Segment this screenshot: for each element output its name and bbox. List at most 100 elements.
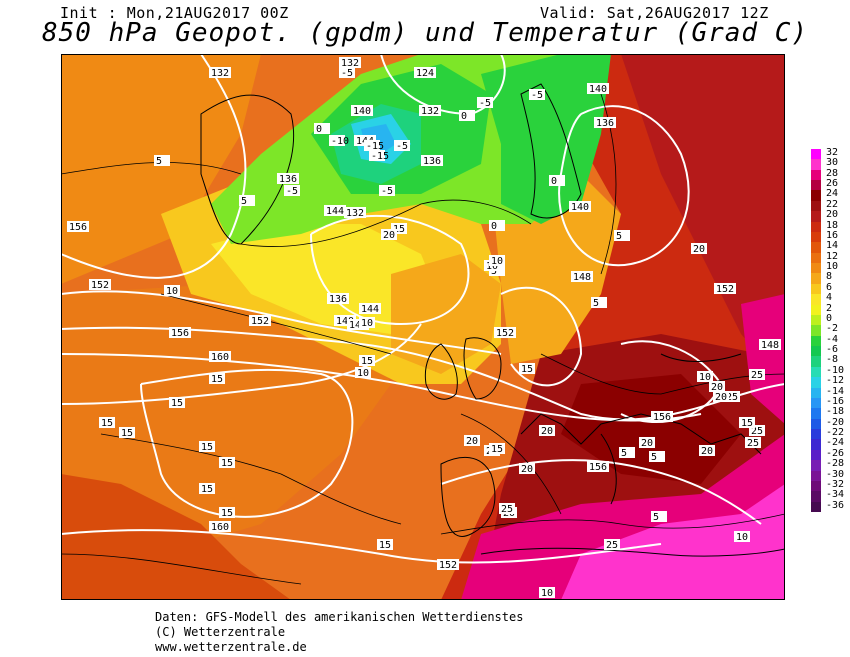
geopotential-label: 140 xyxy=(351,105,373,117)
svg-text:25: 25 xyxy=(751,426,763,437)
svg-text:15: 15 xyxy=(211,374,223,385)
temperature-label: 25 xyxy=(745,437,761,449)
geopotential-label: 152 xyxy=(494,327,516,339)
svg-text:-5: -5 xyxy=(479,98,491,109)
svg-text:25: 25 xyxy=(726,392,738,403)
svg-text:132: 132 xyxy=(346,208,364,219)
legend-label: 26 xyxy=(826,178,839,190)
svg-text:152: 152 xyxy=(496,328,514,339)
svg-text:140: 140 xyxy=(336,316,354,327)
footer-url: www.wetterzentrale.de xyxy=(155,640,307,654)
temperature-label: 25 xyxy=(724,391,740,403)
legend-label: -4 xyxy=(826,333,839,345)
temperature-label: 25 xyxy=(604,539,620,551)
temperature-label-layer: -5-5-10 -15-15-5-5 -5-50000555510101010151… xyxy=(99,67,765,599)
svg-text:15: 15 xyxy=(221,508,233,519)
svg-text:10: 10 xyxy=(361,318,373,329)
svg-text:136: 136 xyxy=(279,174,297,185)
legend-label: 24 xyxy=(826,188,839,200)
svg-text:15: 15 xyxy=(201,484,213,495)
temperature-label: 15 xyxy=(219,507,235,519)
temperature-label: 5 xyxy=(239,195,255,207)
geopotential-label-layer: 132 132 124 132 140 144 136 144 140 136 136 132 156 1… xyxy=(67,57,781,571)
svg-text:5: 5 xyxy=(491,266,497,277)
temperature-label: 10 xyxy=(164,285,180,297)
svg-text:5: 5 xyxy=(621,448,627,459)
svg-text:20: 20 xyxy=(693,244,705,255)
svg-text:132: 132 xyxy=(341,58,359,69)
geopotential-label: 136 xyxy=(421,155,443,167)
legend-color-cell xyxy=(811,314,821,326)
legend-color-cell xyxy=(811,335,821,347)
temperature-label: 20 xyxy=(639,437,655,449)
legend-label: -14 xyxy=(826,385,845,397)
legend-color-cell xyxy=(811,263,821,274)
temperature-label: 5 xyxy=(651,511,667,523)
svg-text:152: 152 xyxy=(251,316,269,327)
svg-text:132: 132 xyxy=(421,106,439,117)
legend-color-cell xyxy=(811,273,821,285)
geopotential-label: 132 xyxy=(339,57,361,69)
svg-text:-5: -5 xyxy=(531,90,543,101)
legend-label: -22 xyxy=(826,427,845,439)
legend-color-cell xyxy=(811,283,821,295)
legend-label: -26 xyxy=(826,447,845,459)
svg-text:0: 0 xyxy=(316,124,322,135)
temperature-label: 10 xyxy=(539,587,555,599)
temperature-label: 5 xyxy=(649,451,665,463)
legend-color-cell xyxy=(811,397,821,409)
geopotential-label: 156 xyxy=(651,411,673,423)
legend-color-cell xyxy=(811,221,821,233)
temperature-label: 20 xyxy=(539,425,555,437)
legend-label: 2 xyxy=(826,302,833,314)
temperature-label: 15 xyxy=(489,443,505,455)
legend-label: -18 xyxy=(826,406,845,418)
legend-color-cell xyxy=(811,346,821,357)
map-title: 850 hPa Geopot. (gpdm) und Temperatur (G… xyxy=(41,18,809,48)
temperature-label: 15 xyxy=(209,373,225,385)
temperature-label: 15 xyxy=(391,223,407,235)
svg-text:148: 148 xyxy=(349,320,367,331)
svg-text:20: 20 xyxy=(711,382,723,393)
legend-color-cell xyxy=(811,325,821,337)
temperature-label: 25 xyxy=(749,369,765,381)
temperature-label: -5 xyxy=(284,185,300,197)
svg-text:132: 132 xyxy=(211,68,229,79)
svg-text:124: 124 xyxy=(416,68,434,79)
legend-color-cell xyxy=(811,449,821,461)
geopotential-label: 124 xyxy=(414,67,436,79)
svg-text:5: 5 xyxy=(616,231,622,242)
svg-text:-15: -15 xyxy=(366,141,384,152)
legend-color-cell xyxy=(811,180,821,191)
legend-color-cell xyxy=(811,159,821,171)
svg-text:152: 152 xyxy=(439,560,457,571)
svg-text:140: 140 xyxy=(589,84,607,95)
temperature-label: 20 xyxy=(381,229,397,241)
geopotential-label: 152 xyxy=(714,283,736,295)
temperature-label: 15 xyxy=(359,355,375,367)
legend-color-cell xyxy=(811,294,821,306)
svg-text:15: 15 xyxy=(201,442,213,453)
temperature-label: 15 xyxy=(377,539,393,551)
svg-text:-15: -15 xyxy=(371,151,389,162)
temperature-contours xyxy=(61,93,785,585)
legend-color-cell xyxy=(811,169,821,181)
weather-map: 132 132 124 132 140 144 136 144 140 136 136 132 156 1… xyxy=(61,54,785,600)
temperature-label: 10 xyxy=(489,255,505,267)
svg-text:140: 140 xyxy=(353,106,371,117)
svg-text:-5: -5 xyxy=(341,68,353,79)
svg-text:20: 20 xyxy=(521,464,533,475)
geopotential-label: 140 xyxy=(587,83,609,95)
valid-time: Valid: Sat,26AUG2017 12Z xyxy=(540,4,769,22)
svg-text:10: 10 xyxy=(491,256,503,267)
svg-text:15: 15 xyxy=(101,418,113,429)
svg-text:15: 15 xyxy=(221,458,233,469)
legend-label: 28 xyxy=(826,167,839,179)
geopotential-label: 140 xyxy=(334,315,356,327)
svg-text:5: 5 xyxy=(241,196,247,207)
svg-text:152: 152 xyxy=(716,284,734,295)
footer: Daten: GFS-Modell des amerikanischen Wet… xyxy=(155,610,523,655)
temperature-label: 15 xyxy=(519,363,535,375)
geopotential-label: 152 xyxy=(249,315,271,327)
temperature-label: 0 xyxy=(489,220,505,232)
